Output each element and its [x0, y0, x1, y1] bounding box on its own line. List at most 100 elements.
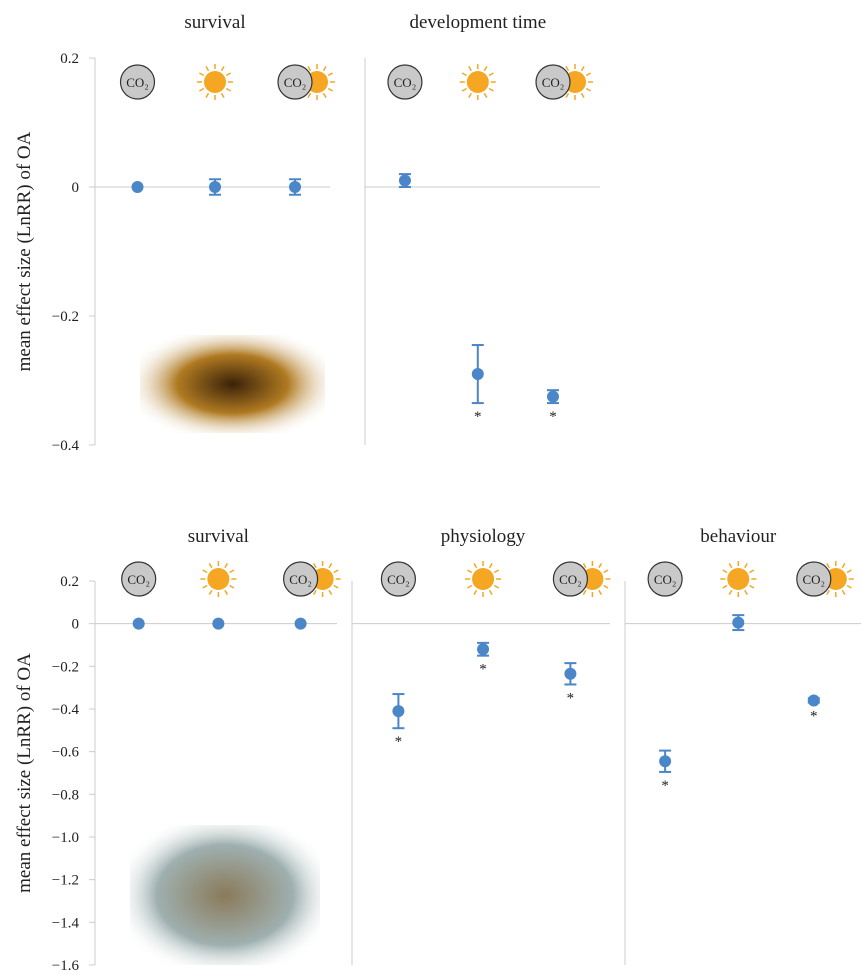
sun-ray — [199, 89, 203, 92]
co2-label: CO₂ — [394, 75, 417, 90]
sun-ray — [308, 93, 311, 97]
y-axis-label: mean effect size (LnRR) of OA — [14, 131, 35, 371]
point — [564, 668, 576, 680]
co2-label: CO₂ — [654, 572, 677, 587]
co2-label: CO₂ — [542, 75, 565, 90]
sun-ray — [324, 93, 327, 97]
panel-title: survival — [145, 12, 285, 33]
sun-ray — [827, 590, 830, 594]
co2-label: CO₂ — [387, 572, 410, 587]
co2-label: CO₂ — [559, 572, 582, 587]
sun-ray — [729, 590, 732, 594]
sun-ray — [723, 570, 727, 573]
sun-ray — [329, 590, 332, 594]
sun — [472, 568, 494, 590]
sun-ray — [827, 563, 830, 567]
point — [209, 181, 221, 193]
sun-icon — [465, 561, 501, 597]
sun-ray — [324, 66, 327, 70]
significance-label: * — [479, 662, 487, 678]
point — [132, 181, 144, 193]
y-tick-label: 0.2 — [60, 51, 79, 67]
point — [212, 618, 224, 630]
sun-ray — [308, 66, 311, 70]
sun-ray — [490, 563, 493, 567]
sun-ray — [328, 73, 332, 76]
co2-label: CO₂ — [126, 75, 149, 90]
sun-ray — [334, 570, 338, 573]
sun-ray — [729, 563, 732, 567]
panel-title: survival — [148, 526, 288, 547]
sun-icon — [460, 64, 496, 100]
sun-ray — [474, 563, 477, 567]
significance-label: * — [474, 409, 482, 425]
point — [133, 618, 145, 630]
sun-ray — [328, 89, 332, 92]
sun-ray — [745, 590, 748, 594]
panel-title: development time — [408, 12, 548, 33]
photo — [130, 825, 320, 965]
point — [472, 368, 484, 380]
sun-ray — [566, 66, 569, 70]
point — [808, 694, 820, 706]
sun-ray — [583, 563, 586, 567]
y-tick-label: 0.2 — [60, 574, 79, 590]
y-axis-label: mean effect size (LnRR) of OA — [14, 653, 35, 893]
sun-ray — [230, 586, 234, 589]
point — [732, 617, 744, 629]
sun-ray — [582, 66, 585, 70]
y-tick-label: −0.8 — [52, 787, 79, 803]
sun-ray — [494, 586, 498, 589]
sun-ray — [462, 89, 466, 92]
sun-ray — [484, 93, 487, 97]
co2-label: CO₂ — [284, 75, 307, 90]
significance-label: * — [567, 690, 575, 706]
y-tick-label: −0.2 — [52, 659, 79, 675]
point — [659, 755, 671, 767]
y-tick-label: −0.4 — [52, 438, 80, 454]
panel-title: physiology — [413, 526, 553, 547]
sun-ray — [206, 66, 209, 70]
sun-ray — [203, 586, 207, 589]
sun-ray — [230, 570, 234, 573]
y-tick-label: −1.0 — [52, 830, 79, 846]
point — [547, 391, 559, 403]
sun-ray — [467, 570, 471, 573]
sun-ray — [225, 590, 228, 594]
sun-ray — [489, 73, 493, 76]
co2-label: CO₂ — [127, 572, 150, 587]
y-tick-label: −1.2 — [52, 873, 79, 889]
sun-ray — [469, 66, 472, 70]
sun-ray — [199, 73, 203, 76]
co2-label: CO₂ — [803, 572, 826, 587]
sun-icon — [200, 561, 236, 597]
page: {"chart_data": [ {"type": "errorbar", "y… — [0, 0, 861, 975]
y-tick-label: −0.2 — [52, 309, 79, 325]
sun-ray — [566, 93, 569, 97]
significance-label: * — [810, 709, 818, 725]
sun-ray — [209, 590, 212, 594]
significance-label: * — [661, 778, 669, 794]
sun-ray — [462, 73, 466, 76]
y-tick-label: −1.4 — [52, 915, 80, 931]
co2-label: CO₂ — [289, 572, 312, 587]
point — [289, 181, 301, 193]
sun-ray — [586, 73, 590, 76]
sun-ray — [604, 586, 608, 589]
sun-ray — [225, 563, 228, 567]
sun-ray — [469, 93, 472, 97]
y-tick-label: −1.6 — [52, 958, 80, 974]
figure: 0.20−0.2−0.4mean effect size (LnRR) of O… — [0, 0, 861, 975]
sun-ray — [599, 590, 602, 594]
sun-ray — [586, 89, 590, 92]
sun-ray — [467, 586, 471, 589]
sun-icon — [197, 64, 233, 100]
sun-ray — [334, 586, 338, 589]
point — [295, 618, 307, 630]
sun-ray — [494, 570, 498, 573]
sun-ray — [329, 563, 332, 567]
sun-ray — [842, 590, 845, 594]
sun — [467, 71, 489, 93]
sun-ray — [314, 563, 317, 567]
sun-ray — [490, 590, 493, 594]
